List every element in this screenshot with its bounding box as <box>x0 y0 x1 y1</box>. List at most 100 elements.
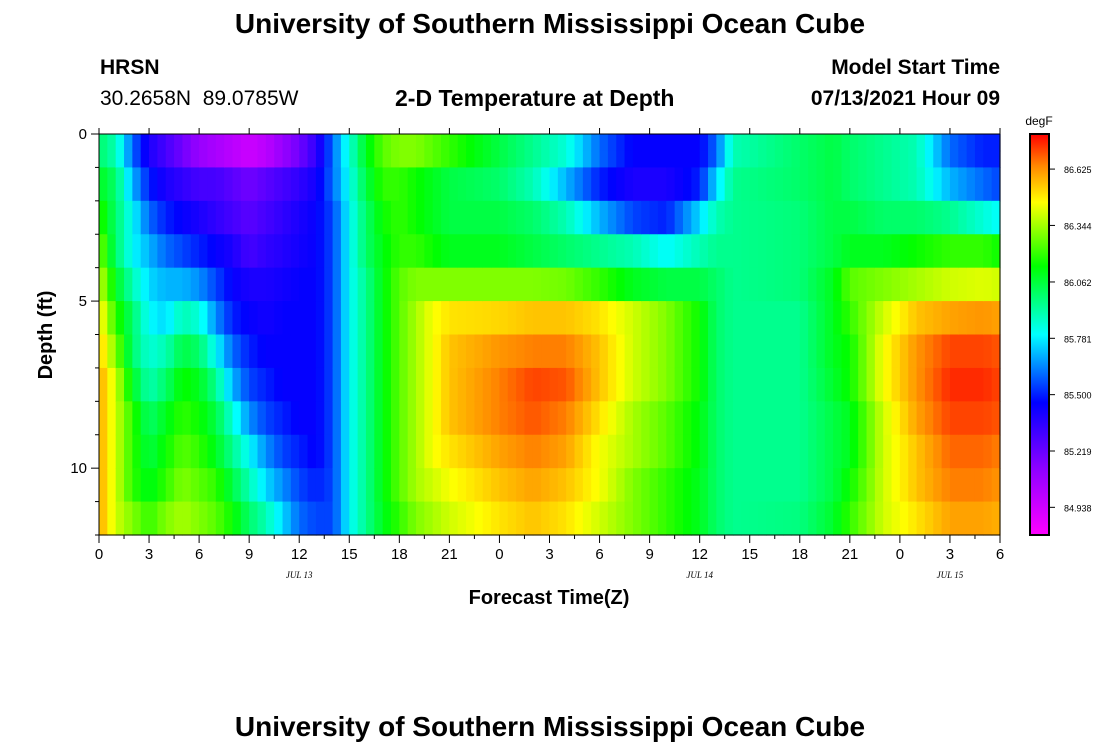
x-tick-label: 3 <box>545 546 553 563</box>
heat-cell <box>282 134 292 152</box>
heat-cell <box>265 150 275 169</box>
heat-cell <box>382 234 392 269</box>
heat-cell <box>474 134 484 152</box>
heat-cell <box>582 401 592 436</box>
heat-cell <box>733 150 742 169</box>
heat-cell <box>499 200 509 235</box>
heat-cell <box>182 334 192 369</box>
heat-cell <box>808 234 818 269</box>
heat-cell <box>624 334 634 369</box>
heat-cell <box>165 468 175 503</box>
heat-cell <box>858 267 868 302</box>
heat-cell <box>749 434 759 469</box>
heat-cell <box>916 434 926 469</box>
heat-cell <box>883 301 893 336</box>
heat-cell <box>507 234 517 269</box>
heat-cell <box>824 134 834 152</box>
heat-cell <box>240 167 250 202</box>
heat-cell <box>749 501 759 536</box>
heat-cell <box>833 167 843 202</box>
heat-cell <box>749 234 759 269</box>
heat-cell <box>99 167 108 202</box>
heat-cell <box>899 150 909 169</box>
heat-cell <box>357 134 367 152</box>
heat-cell <box>466 150 476 169</box>
heat-cell <box>332 334 342 369</box>
heat-cell <box>165 234 175 269</box>
heat-cell <box>416 401 425 436</box>
heat-cell <box>824 167 834 202</box>
heat-cell <box>199 134 209 152</box>
heat-cell <box>182 367 192 402</box>
heat-cell <box>257 367 267 402</box>
heat-cell <box>390 134 400 152</box>
heat-cell <box>274 150 284 169</box>
heat-cell <box>432 200 442 235</box>
heat-cell <box>290 401 300 436</box>
heat-cell <box>207 401 217 436</box>
heat-cell <box>682 434 692 469</box>
heat-cell <box>866 367 876 402</box>
colorbar-tick-label: 85.219 <box>1064 447 1092 457</box>
x-tick-label: 12 <box>291 546 308 563</box>
heat-cell <box>140 367 150 402</box>
heat-cell <box>657 334 667 369</box>
heat-cell <box>307 501 317 536</box>
heat-cell <box>182 401 192 436</box>
heat-cell <box>315 167 325 202</box>
heat-cell <box>666 134 676 152</box>
heat-cell <box>691 267 701 302</box>
heat-cell <box>891 301 901 336</box>
heat-cell <box>232 167 242 202</box>
heat-cell <box>908 134 918 152</box>
heat-cell <box>682 134 692 152</box>
heat-cell <box>891 334 901 369</box>
heat-cell <box>632 150 642 169</box>
heat-cell <box>99 150 108 169</box>
heat-cell <box>441 367 450 402</box>
heat-cell <box>390 301 400 336</box>
heat-cell <box>224 334 234 369</box>
heat-cell <box>657 301 667 336</box>
heat-cell <box>766 200 776 235</box>
heat-cell <box>741 401 751 436</box>
x-tick-label: 3 <box>946 546 954 563</box>
heat-cell <box>557 468 567 503</box>
heat-cell <box>949 501 959 536</box>
heat-cell <box>149 401 158 436</box>
heat-cell <box>282 150 292 169</box>
x-tick-label: 12 <box>691 546 708 563</box>
heat-cell <box>733 234 742 269</box>
heat-cell <box>858 501 868 536</box>
heat-cell <box>958 501 968 536</box>
heat-cell <box>599 167 609 202</box>
heat-cell <box>265 167 275 202</box>
heat-cell <box>399 134 409 152</box>
heat-cell <box>324 501 334 536</box>
heat-cell <box>574 401 584 436</box>
heat-cell <box>799 167 809 202</box>
heat-cell <box>432 501 442 536</box>
heat-cell <box>749 200 759 235</box>
heat-cell <box>941 501 951 536</box>
heat-cell <box>883 434 893 469</box>
heat-cell <box>215 401 225 436</box>
heat-cell <box>866 468 876 503</box>
heat-cell <box>933 434 943 469</box>
heat-cell <box>441 150 450 169</box>
heat-cell <box>482 200 492 235</box>
heat-cell <box>632 468 642 503</box>
heat-cell <box>390 334 400 369</box>
heat-cell <box>549 150 559 169</box>
heat-cell <box>274 134 284 152</box>
heat-cell <box>140 501 150 536</box>
x-tick-label: 0 <box>95 546 103 563</box>
heat-cell <box>357 468 367 503</box>
heat-cell <box>190 134 200 152</box>
heat-cell <box>474 401 484 436</box>
x-tick-label: 6 <box>595 546 603 563</box>
heat-cell <box>107 167 117 202</box>
heat-cell <box>716 234 726 269</box>
heat-cell <box>566 267 576 302</box>
heat-cell <box>149 167 158 202</box>
